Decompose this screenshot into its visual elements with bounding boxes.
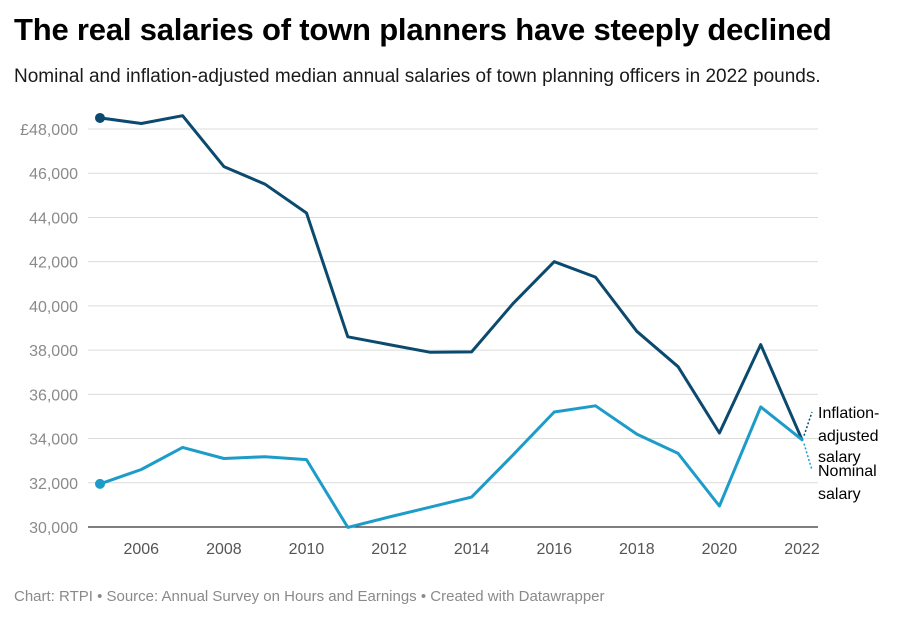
series-start-dot-1 (95, 478, 105, 489)
series-line-1 (98, 404, 804, 529)
x-tick-label: 2018 (619, 541, 655, 558)
series-lines (95, 112, 804, 529)
chart-footer: Chart: RTPI • Source: Annual Survey on H… (14, 588, 605, 605)
chart-subtitle: Nominal and inflation-adjusted median an… (14, 66, 821, 87)
y-tick-label: 46,000 (29, 166, 78, 183)
series-label-1: salary (818, 486, 861, 503)
x-tick-label: 2010 (289, 541, 325, 558)
y-tick-label: 38,000 (29, 343, 78, 360)
x-tick-label: 2016 (536, 541, 572, 558)
x-tick-label: 2006 (123, 541, 159, 558)
x-axis-ticks: 2006 2008 2010 2012 2014 2016 2018 2020 2022 (123, 541, 819, 558)
y-axis-ticks: 30,000 32,000 34,000 36,000 38,000 40,000 42,0… (20, 122, 78, 537)
y-tick-label: £48,000 (20, 122, 78, 139)
gridlines (88, 128, 818, 528)
x-tick-label: 2012 (371, 541, 407, 558)
label-leader-1 (803, 443, 813, 471)
y-tick-label: 40,000 (29, 299, 78, 316)
x-tick-label: 2022 (784, 541, 820, 558)
series-label-0: salary (818, 449, 861, 466)
x-tick-label: 2014 (454, 541, 490, 558)
series-label-0: Inflation- (818, 405, 879, 422)
label-leader-0 (803, 411, 813, 436)
chart-title: The real salaries of town planners have … (14, 12, 832, 47)
x-tick-label: 2008 (206, 541, 242, 558)
series-line-0 (98, 114, 804, 442)
y-tick-label: 44,000 (29, 210, 78, 227)
y-tick-label: 42,000 (29, 255, 78, 272)
x-tick-label: 2020 (702, 541, 738, 558)
series-label-0: adjusted (818, 428, 879, 445)
y-tick-label: 36,000 (29, 387, 78, 404)
series-label-1: Nominal (818, 463, 877, 480)
y-tick-label: 30,000 (29, 520, 78, 537)
series-start-dot-0 (95, 112, 105, 123)
y-tick-label: 32,000 (29, 476, 78, 493)
line-chart: 30,000 32,000 34,000 36,000 38,000 40,000 42,0… (20, 112, 879, 558)
y-tick-label: 34,000 (29, 432, 78, 449)
